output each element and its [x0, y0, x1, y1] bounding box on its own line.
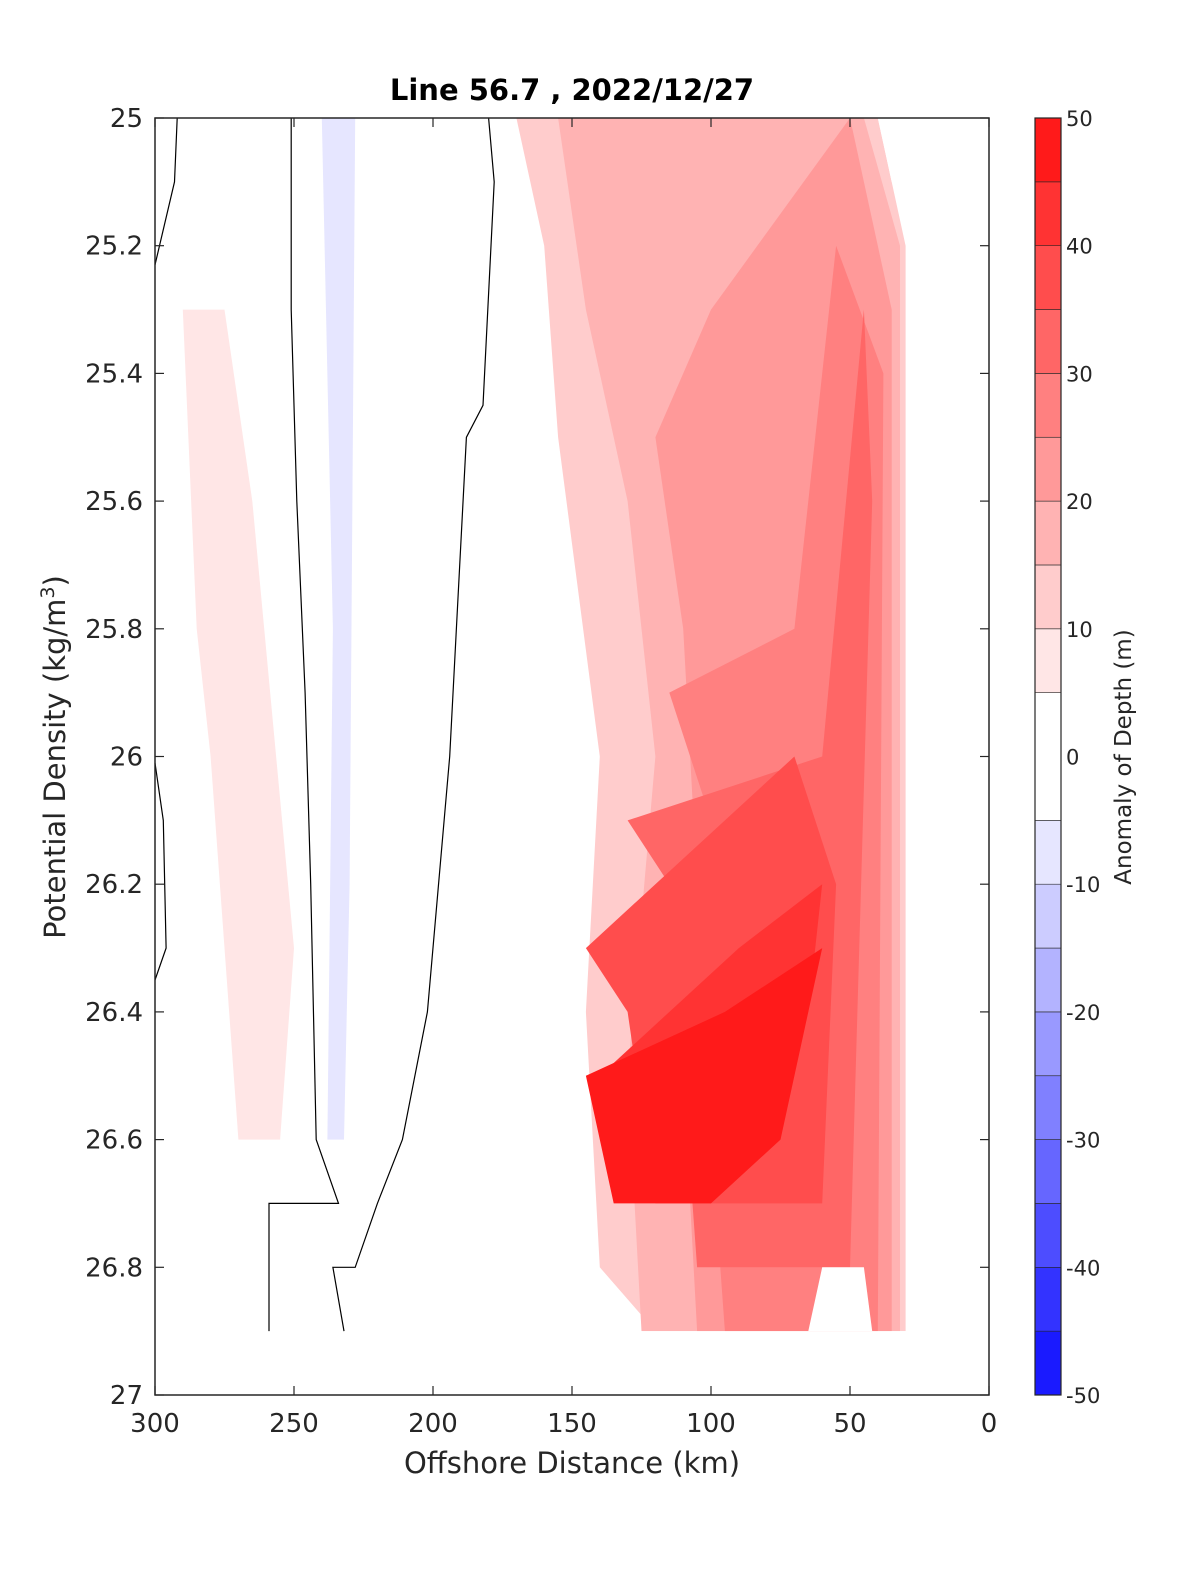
colorbar-band	[1034, 947, 1062, 1013]
contour-region-9	[182, 309, 294, 1140]
y-axis-ticks: 25 25.2 25.4 25.6 25.8 26 26.2 26.4 26.6 26.8 27	[85, 104, 989, 1411]
colorbar-band	[1034, 1139, 1062, 1204]
contour-regions	[182, 118, 906, 1332]
y-tick-label: 26.4	[85, 998, 143, 1028]
colorbar-band	[1034, 628, 1062, 693]
colorbar-tick-label: -30	[1066, 1129, 1100, 1153]
y-tick-label: 25.8	[85, 615, 143, 645]
x-tick-label: 150	[547, 1409, 597, 1439]
y-axis-title-close: )	[38, 575, 72, 586]
y-tick-label: 26.8	[85, 1253, 143, 1283]
colorbar-tick-label: -40	[1066, 1256, 1100, 1280]
no-data-mask-1	[155, 1331, 989, 1395]
no-data-mask-0	[877, 118, 989, 246]
colorbar-band	[1034, 1075, 1062, 1140]
colorbar-band	[1034, 245, 1062, 310]
y-tick-label: 27	[110, 1381, 143, 1411]
y-tick-label: 25.2	[85, 232, 143, 262]
colorbar-tick-label: -20	[1066, 1001, 1100, 1025]
colorbar-ticks: 50 40 30 20 10 0 -10 -20 -30 -40 -50	[1066, 107, 1100, 1408]
colorbar-tick-label: 50	[1066, 107, 1093, 131]
x-tick-label: 250	[269, 1409, 319, 1439]
colorbar-band	[1034, 820, 1062, 885]
zero-contour-line-2	[268, 118, 340, 1332]
colorbar-band	[1034, 1011, 1062, 1077]
colorbar: 50 40 30 20 10 0 -10 -20 -30 -40 -50	[1034, 107, 1100, 1408]
y-axis-title-main: Potential Density (kg/m	[38, 599, 72, 939]
x-tick-label: 200	[408, 1409, 458, 1439]
colorbar-band	[1034, 117, 1062, 183]
colorbar-tick-label: 0	[1066, 746, 1079, 770]
colorbar-band	[1034, 883, 1062, 949]
colorbar-band	[1034, 564, 1062, 630]
colorbar-band	[1034, 1203, 1062, 1268]
x-axis-ticks: 300 250 200 150 100 50 0	[130, 118, 997, 1439]
colorbar-band	[1034, 181, 1062, 247]
x-tick-label: 50	[833, 1409, 866, 1439]
y-tick-label: 25	[110, 104, 143, 134]
zero-contour-line-1	[154, 762, 167, 981]
colorbar-tick-label: 10	[1066, 618, 1093, 642]
y-tick-label: 26	[110, 743, 143, 773]
x-tick-label: 300	[130, 1409, 180, 1439]
zero-contour-line-0	[154, 117, 178, 266]
colorbar-band	[1034, 692, 1062, 821]
colorbar-frame	[1034, 117, 1062, 1396]
plot-area	[154, 117, 990, 1396]
y-tick-label: 26.6	[85, 1126, 143, 1156]
no-data-mask-2	[808, 1267, 873, 1332]
x-axis-title: Offshore Distance (km)	[404, 1446, 740, 1480]
colorbar-band	[1034, 1330, 1062, 1396]
zero-contour-line-3	[332, 117, 495, 1332]
colorbar-tick-label: 40	[1066, 235, 1093, 259]
colorbar-tick-label: 20	[1066, 490, 1093, 514]
y-axis-title-sup: 3	[37, 586, 59, 598]
zero-contour-lines	[154, 117, 495, 1332]
colorbar-tick-label: 30	[1066, 362, 1093, 386]
colorbar-band	[1034, 500, 1062, 566]
y-axis-title: Potential Density (kg/m3)	[37, 575, 72, 939]
y-tick-label: 25.6	[85, 487, 143, 517]
x-tick-label: 0	[981, 1409, 998, 1439]
colorbar-title: Anomaly of Depth (m)	[1111, 629, 1137, 884]
colorbar-band	[1034, 436, 1062, 502]
y-tick-label: 26.2	[85, 870, 143, 900]
contour-region-7	[585, 948, 823, 1204]
colorbar-tick-label: -10	[1066, 873, 1100, 897]
colorbar-band	[1034, 373, 1062, 438]
chart-title: Line 56.7 , 2022/12/27	[390, 73, 754, 107]
no-data-masks	[155, 118, 989, 1395]
x-tick-label: 100	[686, 1409, 736, 1439]
colorbar-tick-label: -50	[1066, 1384, 1100, 1408]
colorbar-band	[1034, 1267, 1062, 1332]
contour-region-8	[321, 118, 356, 1140]
colorbar-bands	[1034, 117, 1062, 1396]
colorbar-band	[1034, 309, 1062, 374]
y-tick-label: 25.4	[85, 359, 143, 389]
